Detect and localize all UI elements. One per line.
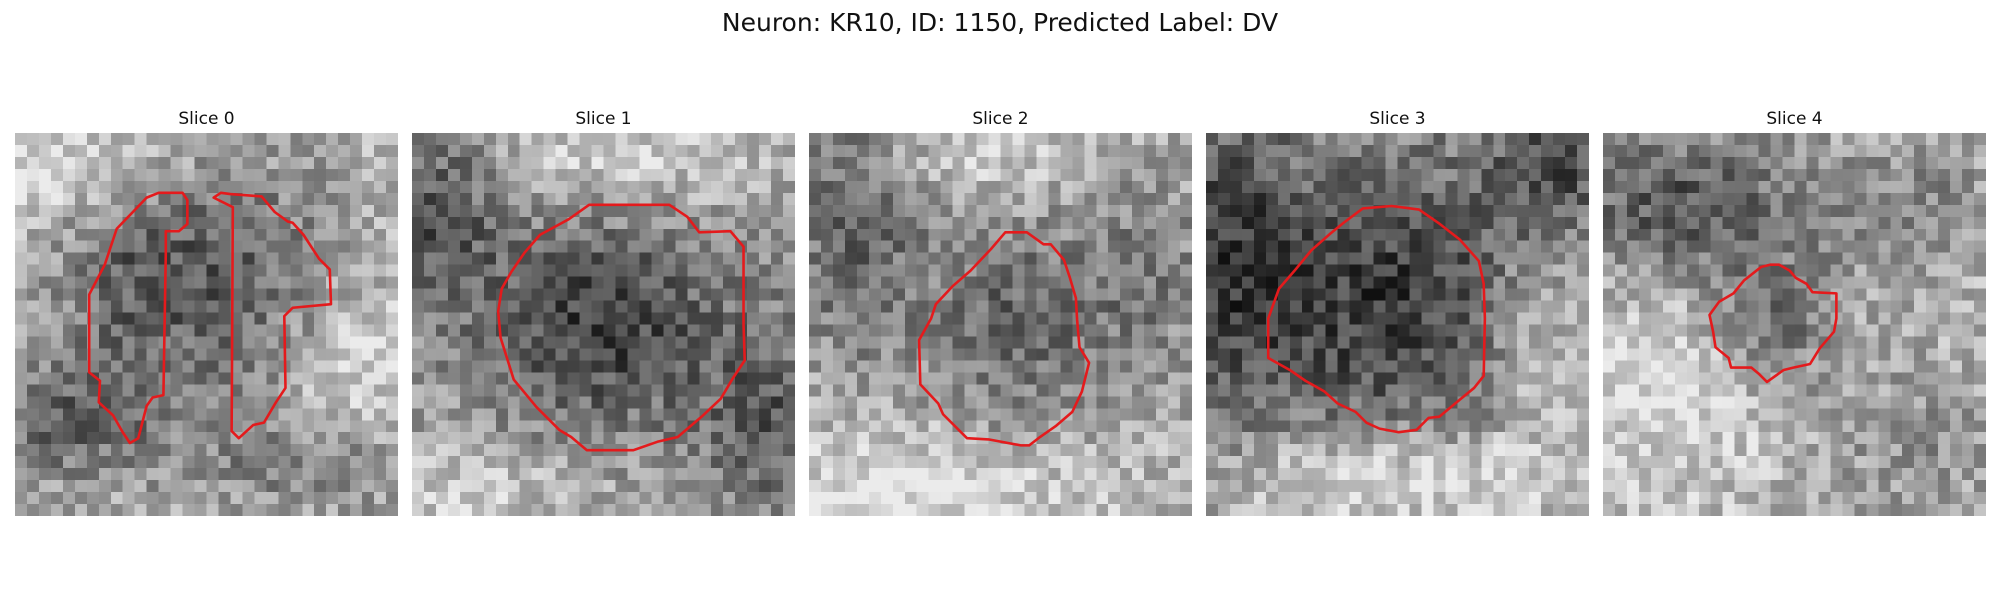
slice-image [809,133,1192,516]
panel-slice-0: Slice 0 [15,105,398,516]
panel-slice-3: Slice 3 [1206,105,1589,516]
slice-pixels [15,133,398,516]
slice-pixels [1206,133,1589,516]
panel-title: Slice 3 [1206,105,1589,133]
panel-slice-2: Slice 2 [809,105,1192,516]
slice-image [1206,133,1589,516]
slice-image [15,133,398,516]
panel-title: Slice 2 [809,105,1192,133]
slice-pixels [1603,133,1986,516]
panel-title: Slice 0 [15,105,398,133]
slice-image [412,133,795,516]
panel-slice-1: Slice 1 [412,105,795,516]
slice-image [1603,133,1986,516]
panel-title: Slice 1 [412,105,795,133]
panel-slice-4: Slice 4 [1603,105,1986,516]
slice-pixels [809,133,1192,516]
panel-title: Slice 4 [1603,105,1986,133]
slice-pixels [412,133,795,516]
figure-title: Neuron: KR10, ID: 1150, Predicted Label:… [0,6,2000,40]
